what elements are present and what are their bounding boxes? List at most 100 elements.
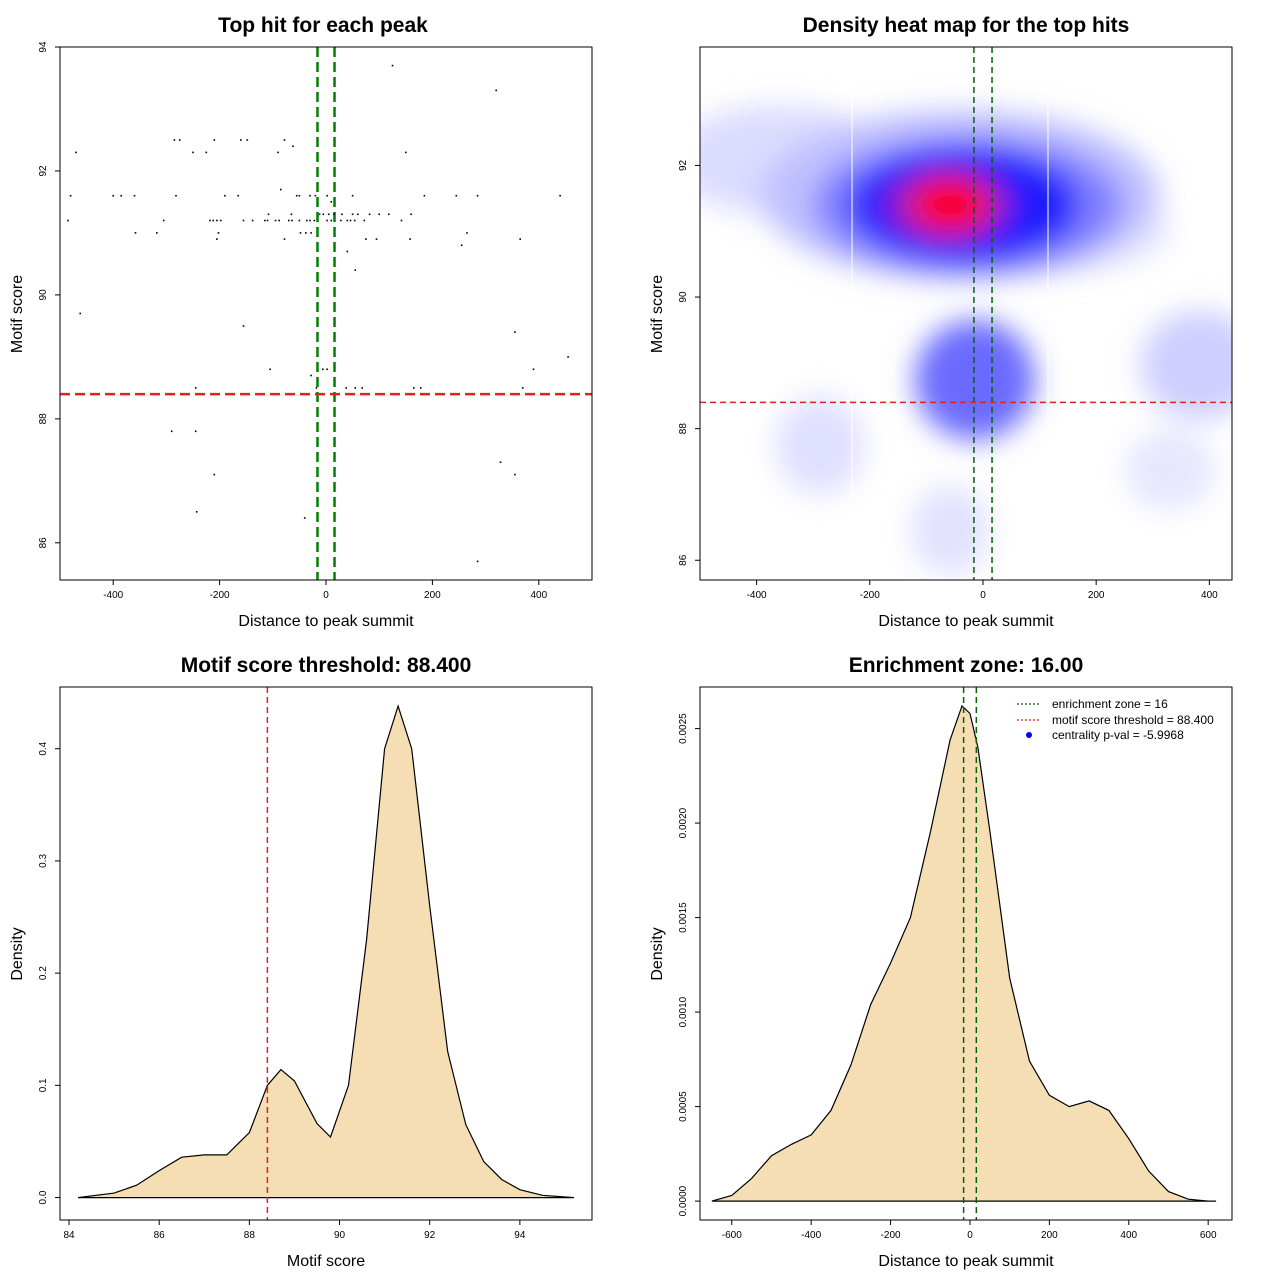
heatmap-x-tick-label: 0	[980, 590, 986, 601]
scatter-point	[274, 219, 277, 222]
scatter-point	[291, 219, 293, 222]
scatter-point	[326, 194, 328, 197]
scatter-point	[567, 356, 569, 358]
legend-threshold-label: motif score threshold = 88.400	[1052, 713, 1214, 727]
scatter-point	[224, 194, 226, 197]
scatter-point	[341, 213, 343, 216]
scatter-point	[522, 387, 524, 389]
scatter-y-tick-label: 86	[38, 537, 49, 549]
distance-density-y-tick-label: 0.0010	[678, 996, 689, 1027]
scatter-point	[391, 64, 394, 67]
distance-density-y-tick-label: 0.0005	[678, 1091, 689, 1122]
scatter-point	[400, 219, 403, 222]
scatter-point	[388, 213, 390, 216]
score-density-y-ticks: 0.0 0.1 0.2 0.3 0.4	[38, 741, 60, 1205]
scatter-point	[514, 473, 516, 476]
scatter-point	[314, 194, 317, 197]
scatter-point	[361, 387, 363, 389]
scatter-x-tick-label: -200	[210, 590, 230, 601]
scatter-point	[532, 368, 535, 371]
scatter-point	[309, 194, 311, 197]
scatter-point	[192, 151, 194, 154]
score-density-x-tick-label: 90	[334, 1230, 346, 1241]
scatter-point	[69, 194, 72, 197]
score-density-x-tick-label: 86	[154, 1230, 166, 1241]
distance-density-y-tick-label: 0.0025	[678, 713, 689, 744]
heatmap-x-tick-label: 200	[1088, 590, 1105, 601]
heatmap-y-tick-label: 90	[678, 291, 689, 303]
score-density-plot-frame	[59, 686, 593, 1221]
scatter-point	[278, 219, 280, 222]
scatter-point	[242, 325, 245, 327]
scatter-y-ticks: 86 88 90 92 94	[38, 41, 60, 548]
distance-density-plot-frame	[699, 686, 1233, 1221]
scatter-point	[476, 194, 479, 197]
score-density-area	[77, 704, 575, 1199]
scatter-point	[460, 244, 463, 247]
scatter-point	[175, 194, 177, 197]
scatter-xlabel: Distance to peak summit	[238, 613, 414, 630]
heatmap-vlines	[973, 47, 993, 580]
scatter-point	[310, 232, 312, 234]
scatter-point	[112, 194, 114, 197]
score-density-x-ticks: 84 86 88 90 92 94	[63, 1220, 526, 1241]
legend-pval-dot	[1026, 732, 1032, 738]
scatter-point	[318, 213, 321, 216]
distance-density-y-tick-label: 0.0000	[678, 1185, 689, 1216]
distance-density-x-tick-label: 600	[1200, 1230, 1217, 1241]
heatmap-plot-frame	[699, 46, 1233, 581]
heatmap-ylabel: Motif score	[649, 275, 666, 353]
scatter-x-ticks: -400 -200 0 200 400	[103, 580, 548, 601]
score-density-xlabel: Motif score	[287, 1253, 365, 1270]
heatmap-x-tick-label: 400	[1201, 590, 1218, 601]
scatter-point	[305, 232, 307, 234]
scatter-point	[170, 430, 173, 433]
scatter-x-tick-label: -400	[103, 590, 123, 601]
scatter-point	[419, 387, 422, 389]
scatter-point	[333, 213, 335, 216]
scatter-point	[216, 219, 218, 222]
scatter-point	[351, 194, 354, 197]
scatter-point	[313, 219, 316, 222]
distance-density-y-tick-label: 0.0015	[678, 902, 689, 933]
scatter-y-tick-label: 92	[38, 165, 49, 177]
scatter-point	[283, 238, 286, 240]
score-density-y-tick-label: 0.3	[38, 854, 49, 868]
heatmap-y-tick-label: 86	[678, 554, 689, 566]
scatter-ylabel: Motif score	[9, 275, 26, 353]
scatter-point	[290, 213, 293, 216]
scatter-x-tick-label: 400	[530, 590, 547, 601]
distance-density-x-tick-label: -400	[801, 1230, 821, 1241]
scatter-point	[375, 238, 378, 240]
scatter-point	[246, 139, 249, 141]
scatter-point	[277, 151, 279, 154]
scatter-point	[298, 219, 301, 222]
scatter-point	[405, 151, 407, 154]
scatter-point	[205, 151, 208, 154]
scatter-point	[292, 145, 294, 147]
heatmap-x-tick-label: -200	[860, 590, 880, 601]
scatter-point	[345, 387, 347, 389]
scatter-point	[75, 151, 77, 154]
heatmap-x-tick-label: -400	[747, 590, 767, 601]
scatter-point	[266, 219, 269, 222]
scatter-point	[134, 232, 137, 234]
distance-density-title: Enrichment zone: 16.00	[849, 654, 1084, 677]
scatter-point	[326, 219, 328, 222]
scatter-panel: Top hit for each peak Distance to peak s…	[9, 14, 593, 630]
scatter-point	[413, 387, 415, 389]
scatter-point	[363, 219, 366, 222]
scatter-point	[357, 213, 359, 216]
distance-density-area	[711, 704, 1217, 1202]
scatter-point	[310, 374, 312, 377]
scatter-point	[209, 219, 211, 222]
distance-density-x-tick-label: 400	[1120, 1230, 1137, 1241]
scatter-y-tick-label: 88	[38, 413, 49, 425]
scatter-point	[298, 194, 301, 197]
scatter-point	[423, 194, 426, 197]
scatter-point	[216, 238, 218, 240]
distance-density-x-tick-label: 0	[967, 1230, 973, 1241]
score-density-y-tick-label: 0.2	[38, 966, 49, 980]
scatter-point	[409, 238, 411, 240]
